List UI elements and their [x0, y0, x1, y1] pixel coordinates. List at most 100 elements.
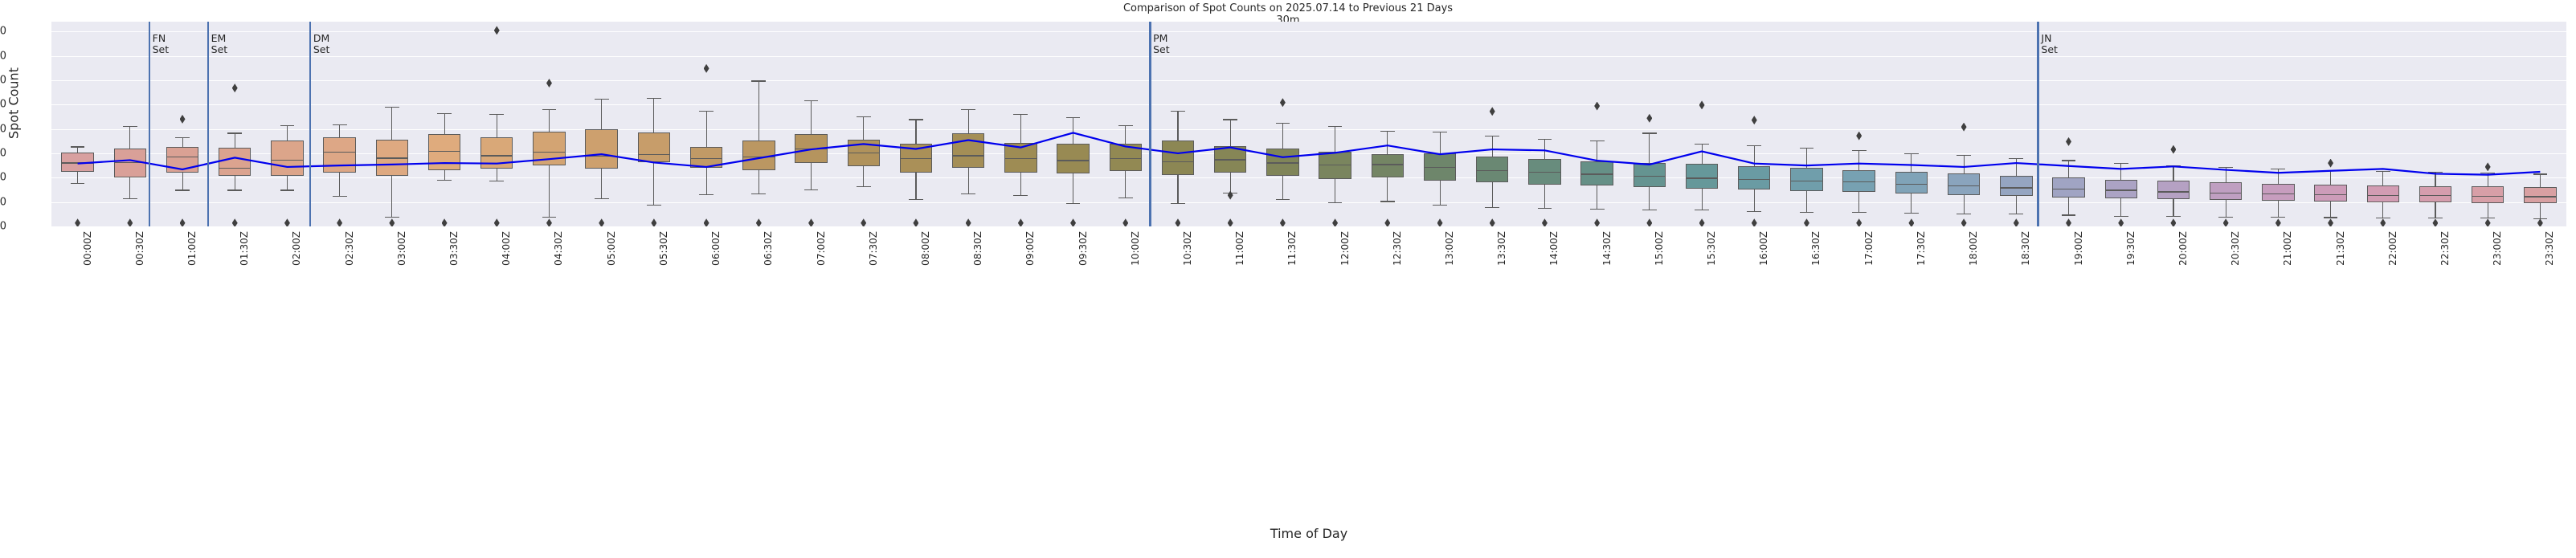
x-axis-tick-label: 00:30Z [133, 231, 145, 266]
x-axis-tick-label: 20:30Z [2230, 231, 2242, 266]
box-whisker-cap [227, 189, 243, 191]
x-axis-tick-label: 21:00Z [2282, 231, 2294, 266]
outlier-marker [2484, 162, 2491, 172]
outlier-marker [2380, 218, 2386, 226]
box-whisker-cap [594, 198, 609, 200]
y-axis-label: Spot Count [6, 67, 22, 139]
outlier-marker [1699, 218, 1705, 226]
outlier-marker [1961, 218, 1967, 226]
x-axis-tick-label: 01:00Z [186, 231, 198, 266]
outlier-marker [965, 218, 971, 226]
gridline [51, 79, 2566, 82]
outlier-marker [1017, 218, 1024, 226]
outlier-marker [755, 218, 762, 226]
box-whisker-cap [909, 119, 923, 120]
box-whisker-cap [1380, 131, 1395, 132]
outlier-marker [1594, 218, 1601, 226]
outlier-marker [2170, 145, 2177, 154]
outlier-marker [1646, 218, 1653, 226]
x-axis-tick-label: 01:30Z [239, 231, 251, 266]
outlier-marker [1803, 218, 1809, 226]
x-axis-tick-label: 10:30Z [1181, 231, 1193, 266]
x-axis-tick-label: 15:30Z [1706, 231, 1718, 266]
outlier-marker [1279, 218, 1286, 226]
outlier-marker [1594, 101, 1601, 111]
outlier-marker [2275, 218, 2281, 226]
box-whisker-cap [1799, 211, 1814, 213]
box-whisker-cap [1433, 205, 1447, 206]
outlier-marker [546, 79, 552, 88]
box-median-line [1633, 175, 1666, 177]
outlier-marker [1961, 122, 1967, 132]
box-median-line [323, 151, 356, 153]
box-whisker-cap [1171, 110, 1185, 112]
gridline [51, 128, 2566, 130]
box-median-line [427, 150, 461, 153]
box-whisker-cap [647, 97, 661, 99]
box-whisker-cap [1957, 155, 1971, 157]
annotation-vline [1149, 22, 1151, 226]
gridline [51, 202, 2566, 203]
box-whisker-cap [856, 185, 871, 187]
overlay-line-series [77, 132, 2541, 176]
box-median-line [533, 152, 566, 153]
box-whisker-cap [175, 189, 190, 191]
outlier-marker [1227, 218, 1233, 226]
box-whisker-cap [961, 109, 976, 111]
x-axis-tick-label: 19:00Z [2072, 231, 2084, 266]
box-whisker-cap [542, 216, 557, 218]
x-axis-tick-label: 00:00Z [81, 231, 93, 266]
box-median-line [1842, 181, 1875, 183]
outlier-marker [1175, 218, 1181, 226]
boxplot-box [1947, 173, 1981, 196]
outlier-marker [913, 218, 919, 226]
outlier-marker [1122, 218, 1129, 226]
box-whisker-cap [437, 113, 452, 115]
box-median-line [1476, 169, 1509, 171]
box-whisker-cap [751, 193, 767, 195]
outlier-marker [861, 218, 867, 226]
annotation-label: EM Set [211, 32, 228, 55]
x-axis-tick-label: 08:30Z [972, 231, 984, 266]
outlier-marker [1489, 107, 1495, 116]
chart-title: Comparison of Spot Counts on 2025.07.14 … [1122, 2, 1454, 26]
box-whisker-cap [1904, 153, 1919, 155]
boxplot-box [1790, 168, 1823, 191]
outlier-marker [546, 218, 552, 226]
outlier-marker [441, 218, 448, 226]
box-whisker-cap [961, 193, 976, 194]
boxplot-box [375, 139, 409, 176]
box-whisker-cap [542, 109, 557, 111]
y-axis-tick-label: 0 [0, 220, 6, 233]
gridline [51, 153, 2566, 155]
x-axis-tick-label: 19:30Z [2124, 231, 2136, 266]
boxplot-box [1161, 141, 1195, 176]
boxplot-box [1633, 163, 1666, 188]
box-median-line [1057, 160, 1090, 161]
box-whisker-cap [2533, 173, 2548, 175]
box-median-line [2524, 196, 2557, 198]
box-whisker-cap [384, 216, 399, 218]
x-axis-tick-label: 04:30Z [553, 231, 565, 266]
outlier-marker [493, 26, 500, 35]
x-axis-tick-label: 10:00Z [1129, 231, 1141, 266]
outlier-marker [179, 218, 186, 226]
box-whisker-cap [1327, 125, 1343, 128]
box-whisker-cap [1695, 143, 1709, 145]
boxplot-box [2471, 186, 2504, 203]
boxplot-box [271, 140, 304, 177]
box-median-line [1266, 162, 1299, 164]
gridline [51, 31, 2566, 33]
box-whisker-cap [2428, 172, 2443, 173]
outlier-marker [1646, 113, 1653, 123]
box-whisker-cap [2375, 170, 2390, 172]
outlier-marker [493, 218, 500, 226]
gridline [51, 104, 2566, 106]
boxplot-box [1371, 154, 1405, 178]
x-axis-label: Time of Day [1270, 526, 1348, 541]
box-whisker-cap [2113, 215, 2128, 217]
box-median-line [951, 155, 985, 157]
boxplot-box [2209, 182, 2243, 201]
box-median-line [2366, 194, 2399, 196]
box-whisker-cap [2533, 218, 2548, 219]
